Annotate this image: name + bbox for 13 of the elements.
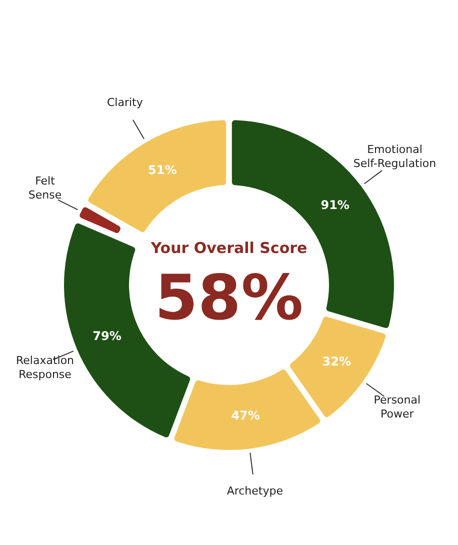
text: Your Overall Score <box>150 239 308 257</box>
slice-label: Felt Sense <box>28 174 62 202</box>
slice-label: Archetype <box>226 484 284 498</box>
text: 58% <box>154 261 304 334</box>
slice-label: Relaxation Response <box>16 354 74 382</box>
data-label: 91% <box>320 198 350 212</box>
slice-label: Personal Power <box>374 394 421 421</box>
slice-label: Emotional Self-Regulation <box>353 143 436 170</box>
data-label: 79% <box>92 329 122 344</box>
slice-label: Clarity <box>106 96 144 109</box>
data-label: 32% <box>322 354 352 369</box>
data-label: 51% <box>148 162 177 177</box>
data-label: 47% <box>231 408 260 423</box>
